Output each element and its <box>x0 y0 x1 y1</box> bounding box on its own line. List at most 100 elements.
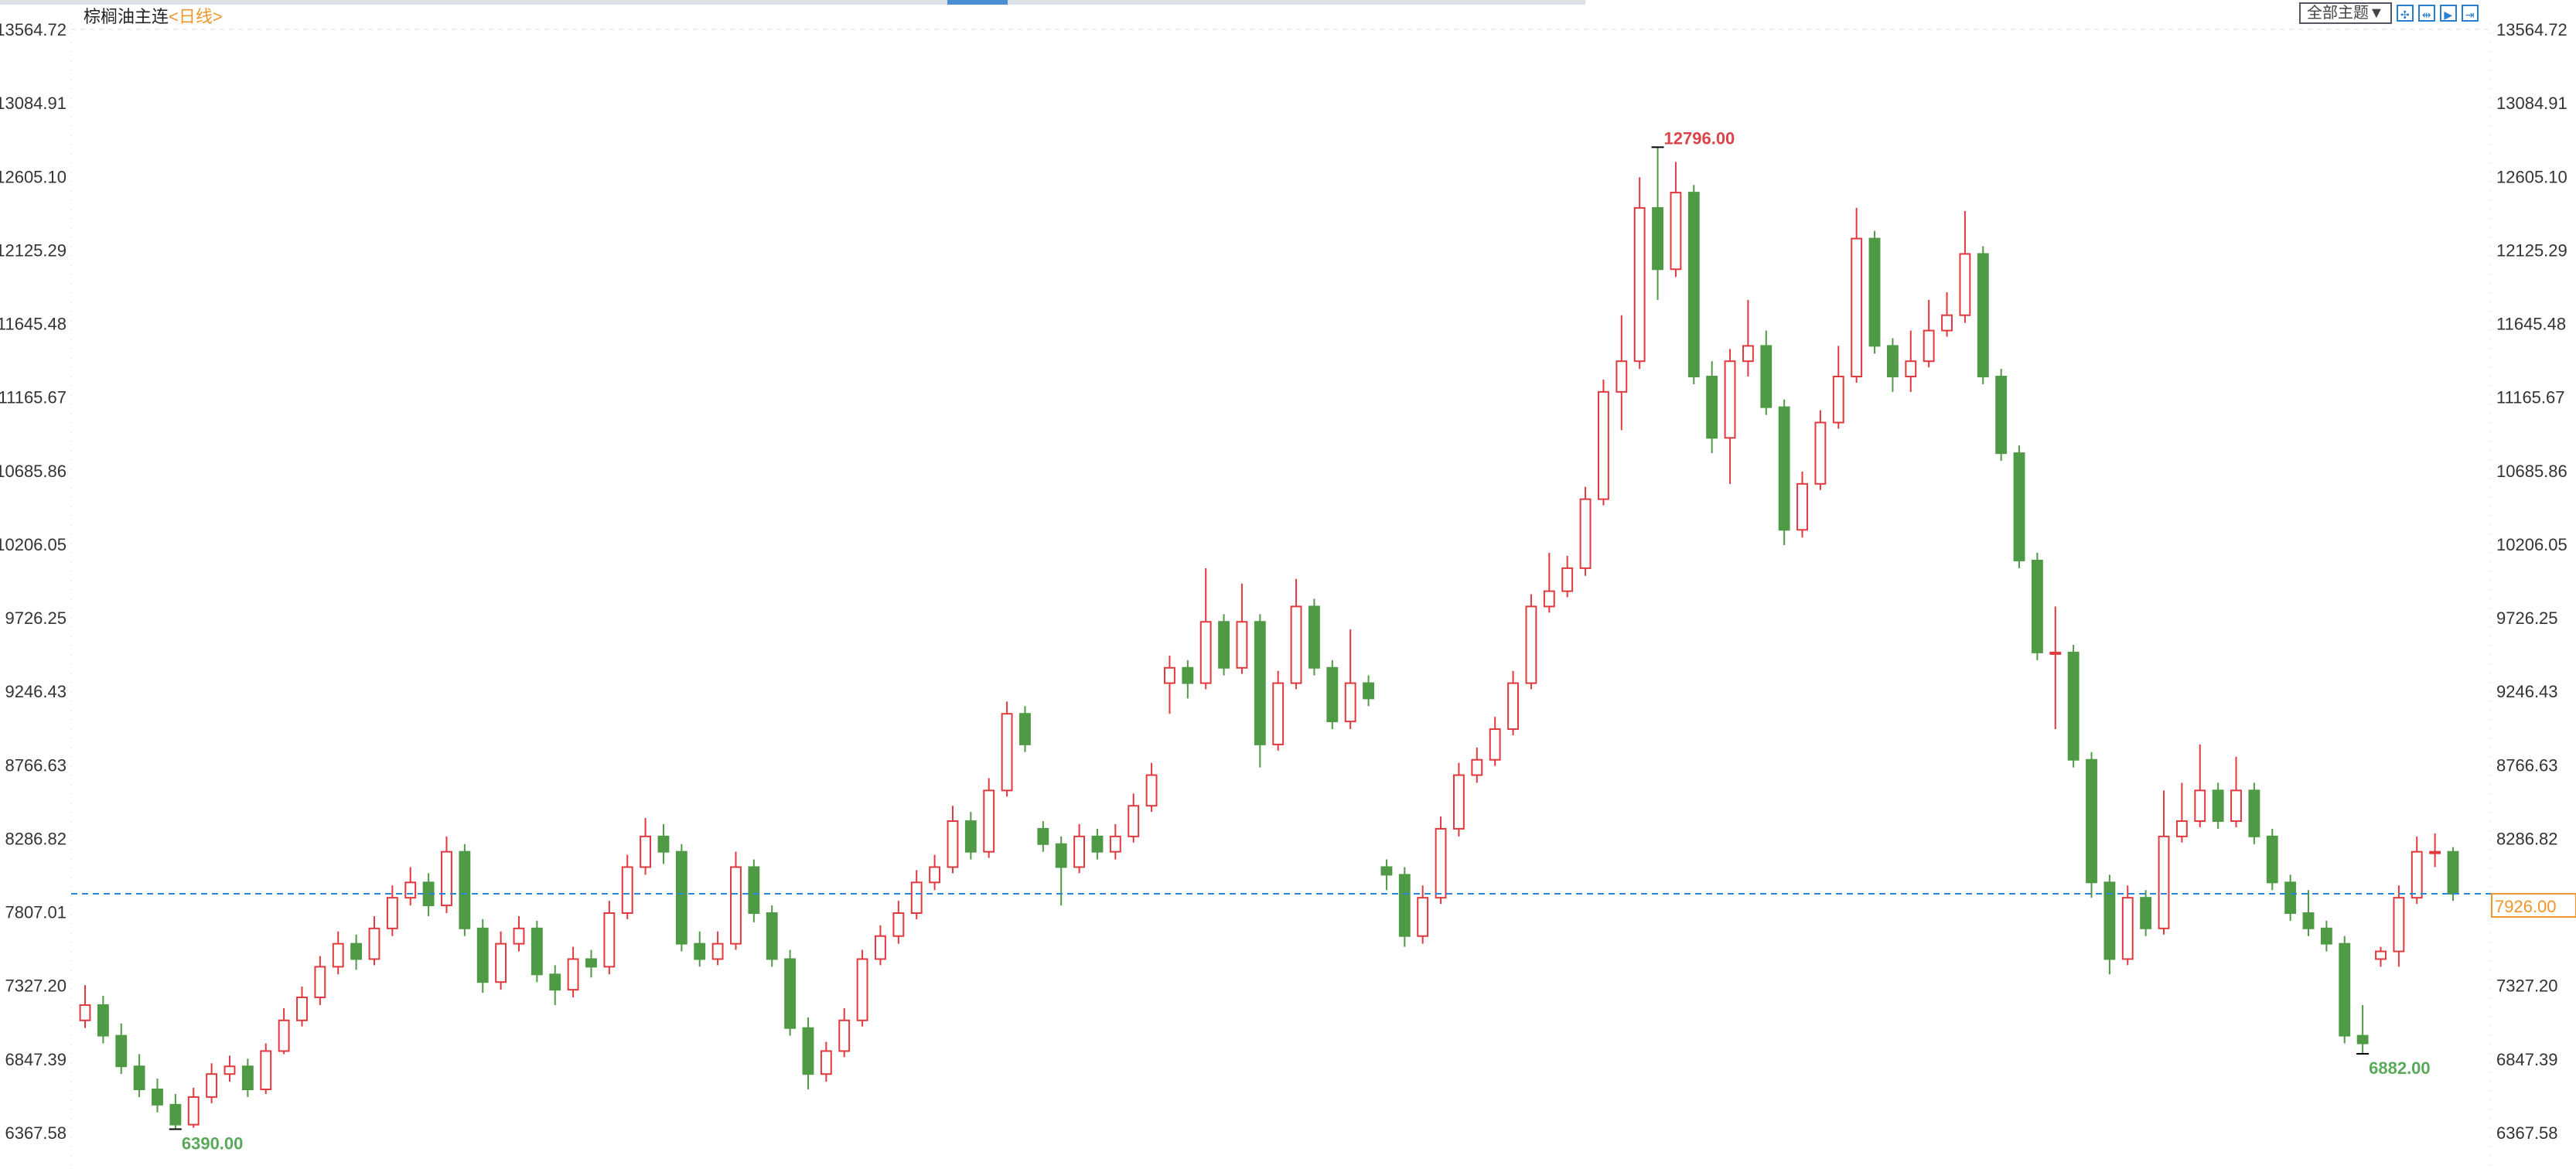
candle-down <box>784 958 797 1029</box>
candle-down <box>1886 345 1899 378</box>
play-forward-icon[interactable]: ▶ <box>2439 5 2457 22</box>
candle-up <box>1905 360 1917 378</box>
theme-dropdown[interactable]: 全部主题▼ <box>2299 2 2392 24</box>
candle-up <box>1452 774 1465 830</box>
candle-up <box>1128 805 1140 837</box>
candle-up <box>1959 253 1971 316</box>
crosshair-icon[interactable]: ✣ <box>2396 5 2414 22</box>
candle-up <box>79 1004 91 1021</box>
y-tick-label-right: 10685.86 <box>2496 462 2567 481</box>
candle-up <box>856 958 868 1021</box>
candle-down <box>115 1034 128 1068</box>
y-tick-label-left: 6367.58 <box>5 1123 67 1143</box>
candle-down <box>585 958 597 968</box>
y-tick-label-left: 11645.48 <box>0 315 67 334</box>
candle-down <box>1652 206 1663 271</box>
candle-up <box>1525 605 1537 684</box>
candle-down <box>1055 843 1067 868</box>
y-tick-label-right: 6847.39 <box>2496 1050 2558 1069</box>
y-tick-label-left: 12605.10 <box>0 167 67 186</box>
goto-end-icon[interactable]: ⇥ <box>2461 5 2479 22</box>
candle-down <box>350 942 363 960</box>
y-tick-label-right: 12125.29 <box>2496 240 2567 260</box>
zoom-range-icon[interactable]: ⇹ <box>2417 5 2435 22</box>
y-tick-label-right: 11165.67 <box>2496 388 2565 407</box>
candle-up <box>1272 682 1285 745</box>
candle-up <box>1670 192 1682 271</box>
candle-down <box>675 850 688 945</box>
last-price-label: 7926.00 <box>2495 897 2557 916</box>
candle-up <box>1435 827 1447 899</box>
candle-up <box>1507 682 1519 731</box>
candle-up <box>1923 329 1935 363</box>
candle-up <box>2194 789 2206 823</box>
y-tick-label-left: 7327.20 <box>5 976 67 996</box>
candle-up <box>1543 590 1555 608</box>
candle-down <box>1091 835 1104 853</box>
candle-up <box>621 866 633 914</box>
low-price-label: 6882.00 <box>2369 1058 2431 1078</box>
candle-down <box>1254 621 1266 745</box>
candle-up <box>1145 774 1158 807</box>
candle-down <box>2302 912 2315 929</box>
y-tick-label-right: 8286.82 <box>2496 829 2558 848</box>
candle-up <box>1417 897 1429 937</box>
y-tick-label-left: 6847.39 <box>5 1050 67 1069</box>
candle-up <box>1489 728 1501 761</box>
candle-up <box>314 966 326 999</box>
y-tick-label-left: 8766.63 <box>5 755 67 775</box>
candle-down <box>2031 559 2043 653</box>
candle-up <box>2049 651 2062 655</box>
candle-up <box>1471 758 1483 776</box>
candle-down <box>531 927 543 976</box>
candle-up <box>983 789 995 853</box>
candle-up <box>278 1019 290 1052</box>
candle-down <box>1019 713 1031 745</box>
candle-down <box>2212 789 2224 823</box>
candle-up <box>1851 237 1863 378</box>
candle-up <box>1597 390 1609 500</box>
candle-down <box>2086 758 2097 884</box>
candle-down <box>964 820 977 853</box>
y-tick-label-left: 7807.01 <box>5 903 67 922</box>
candle-up <box>1344 682 1356 723</box>
candle-up <box>1796 482 1808 531</box>
candle-down <box>2284 881 2297 914</box>
candle-down <box>2067 651 2080 761</box>
candle-up <box>332 942 344 968</box>
candle-down <box>2248 789 2260 837</box>
y-tick-label-left: 11165.67 <box>0 388 67 407</box>
candle-up <box>947 820 959 868</box>
y-tick-label-left: 13564.72 <box>0 20 67 39</box>
candle-down <box>694 942 706 960</box>
candle-up <box>206 1073 218 1098</box>
candle-down <box>1380 866 1393 876</box>
candle-down <box>2356 1034 2369 1045</box>
candle-up <box>223 1065 236 1075</box>
high-price-label: 12796.00 <box>1664 128 1735 148</box>
candle-up <box>1616 360 1628 393</box>
candle-down <box>657 835 670 853</box>
candle-down <box>2320 927 2332 945</box>
candle-up <box>1561 567 1574 592</box>
candle-up <box>1633 206 1646 363</box>
candle-up <box>1832 376 1844 424</box>
y-tick-label-right: 9726.25 <box>2496 608 2558 628</box>
y-tick-label-right: 12605.10 <box>2496 167 2567 186</box>
candle-up <box>1236 621 1248 669</box>
y-tick-label-right: 6367.58 <box>2496 1123 2558 1143</box>
y-tick-label-left: 10685.86 <box>0 462 67 481</box>
candle-down <box>1363 682 1374 700</box>
candle-down <box>1706 376 1718 439</box>
candle-up <box>2411 850 2423 899</box>
active-tab-indicator[interactable] <box>947 0 1008 5</box>
candle-up <box>2375 950 2387 960</box>
candle-up <box>875 935 886 960</box>
period-label[interactable]: <日线> <box>169 7 223 26</box>
y-tick-label-left: 9726.25 <box>5 608 67 628</box>
candle-up <box>1290 605 1302 684</box>
candle-down <box>549 973 561 991</box>
candle-up <box>603 912 616 968</box>
y-tick-label-right: 10206.05 <box>2496 535 2567 554</box>
